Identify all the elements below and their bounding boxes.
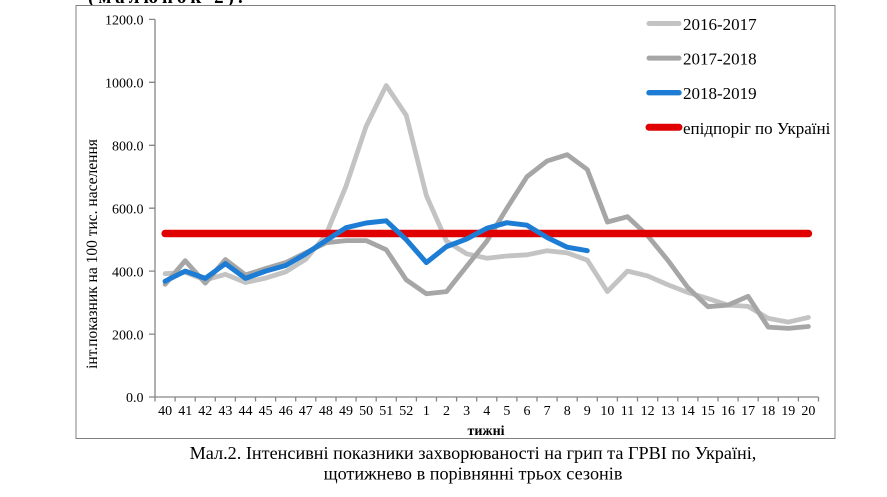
- svg-text:1000.0: 1000.0: [105, 77, 144, 92]
- svg-text:епідпоріг по Україні: епідпоріг по Україні: [683, 119, 831, 138]
- svg-text:400.0: 400.0: [112, 265, 144, 280]
- svg-text:14: 14: [681, 404, 695, 419]
- svg-text:46: 46: [279, 404, 293, 419]
- svg-text:44: 44: [239, 404, 253, 419]
- svg-text:1: 1: [423, 404, 430, 419]
- svg-text:2: 2: [443, 404, 450, 419]
- svg-text:52: 52: [399, 404, 413, 419]
- svg-text:7: 7: [544, 404, 551, 419]
- svg-text:200.0: 200.0: [112, 328, 144, 343]
- svg-text:11: 11: [621, 404, 634, 419]
- svg-text:6: 6: [524, 404, 531, 419]
- svg-text:19: 19: [781, 404, 795, 419]
- svg-text:17: 17: [741, 404, 755, 419]
- svg-text:50: 50: [359, 404, 373, 419]
- svg-text:інт.показник на 100 тис. насел: інт.показник на 100 тис. населення: [84, 139, 101, 369]
- svg-text:43: 43: [218, 404, 232, 419]
- svg-text:13: 13: [661, 404, 675, 419]
- svg-text:20: 20: [801, 404, 815, 419]
- svg-text:12: 12: [641, 404, 655, 419]
- svg-text:45: 45: [259, 404, 273, 419]
- svg-text:тижні: тижні: [467, 424, 504, 439]
- svg-text:18: 18: [761, 404, 775, 419]
- svg-text:9: 9: [584, 404, 591, 419]
- svg-text:4: 4: [483, 404, 490, 419]
- svg-text:8: 8: [564, 404, 571, 419]
- svg-text:51: 51: [379, 404, 393, 419]
- svg-text:(малюнок 2).: (малюнок 2).: [88, 0, 247, 8]
- svg-text:2016-2017: 2016-2017: [683, 15, 757, 34]
- svg-text:49: 49: [339, 404, 353, 419]
- svg-text:42: 42: [198, 404, 212, 419]
- svg-text:щотижнево в порівнянні трьох с: щотижнево в порівнянні трьох сезонів: [324, 464, 623, 484]
- svg-text:40: 40: [158, 404, 172, 419]
- svg-text:0.0: 0.0: [126, 391, 144, 406]
- svg-text:800.0: 800.0: [112, 140, 144, 155]
- svg-text:10: 10: [600, 404, 614, 419]
- svg-text:47: 47: [299, 404, 313, 419]
- svg-text:Мал.2. Інтенсивні показники за: Мал.2. Інтенсивні показники захворюванос…: [190, 443, 757, 463]
- svg-text:2018-2019: 2018-2019: [683, 84, 757, 103]
- svg-text:5: 5: [503, 404, 510, 419]
- svg-text:3: 3: [463, 404, 470, 419]
- svg-text:41: 41: [178, 404, 192, 419]
- svg-text:16: 16: [721, 404, 735, 419]
- svg-text:2017-2018: 2017-2018: [683, 50, 757, 69]
- svg-text:15: 15: [701, 404, 715, 419]
- svg-text:1200.0: 1200.0: [105, 14, 144, 29]
- svg-text:600.0: 600.0: [112, 202, 144, 217]
- svg-text:48: 48: [319, 404, 333, 419]
